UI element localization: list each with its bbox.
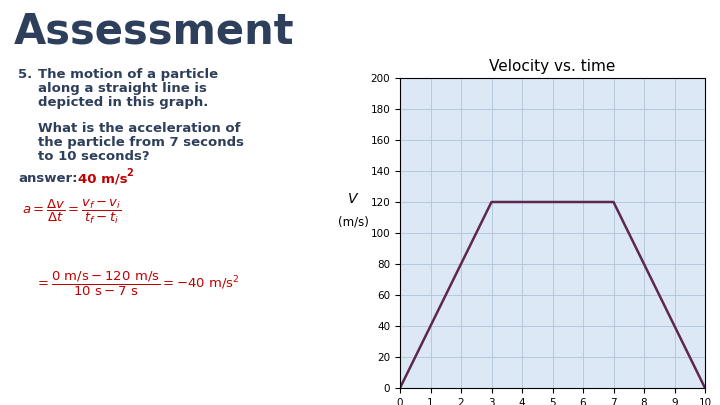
Text: (m/s): (m/s) xyxy=(338,215,369,228)
Text: answer:: answer: xyxy=(18,172,78,185)
Text: along a straight line is: along a straight line is xyxy=(38,82,207,95)
Text: $a = \dfrac{\Delta v}{\Delta t} = \dfrac{v_f - v_i}{t_f - t_i}$: $a = \dfrac{\Delta v}{\Delta t} = \dfrac… xyxy=(22,198,122,226)
Text: What is the acceleration of: What is the acceleration of xyxy=(38,122,240,135)
Title: Velocity vs. time: Velocity vs. time xyxy=(490,59,616,74)
Text: $\mathit{V}$: $\mathit{V}$ xyxy=(347,192,359,206)
Text: depicted in this graph.: depicted in this graph. xyxy=(38,96,208,109)
Text: 2: 2 xyxy=(126,168,132,178)
Text: $= \dfrac{0\ \mathrm{m/s} - 120\ \mathrm{m/s}}{10\ \mathrm{s} - 7\ \mathrm{s}} =: $= \dfrac{0\ \mathrm{m/s} - 120\ \mathrm… xyxy=(35,270,240,298)
Text: Assessment: Assessment xyxy=(14,10,294,52)
Text: The motion of a particle: The motion of a particle xyxy=(38,68,218,81)
Text: to 10 seconds?: to 10 seconds? xyxy=(38,150,150,163)
Text: 40 m/s: 40 m/s xyxy=(78,172,127,185)
Text: the particle from 7 seconds: the particle from 7 seconds xyxy=(38,136,244,149)
Text: 5.: 5. xyxy=(18,68,32,81)
